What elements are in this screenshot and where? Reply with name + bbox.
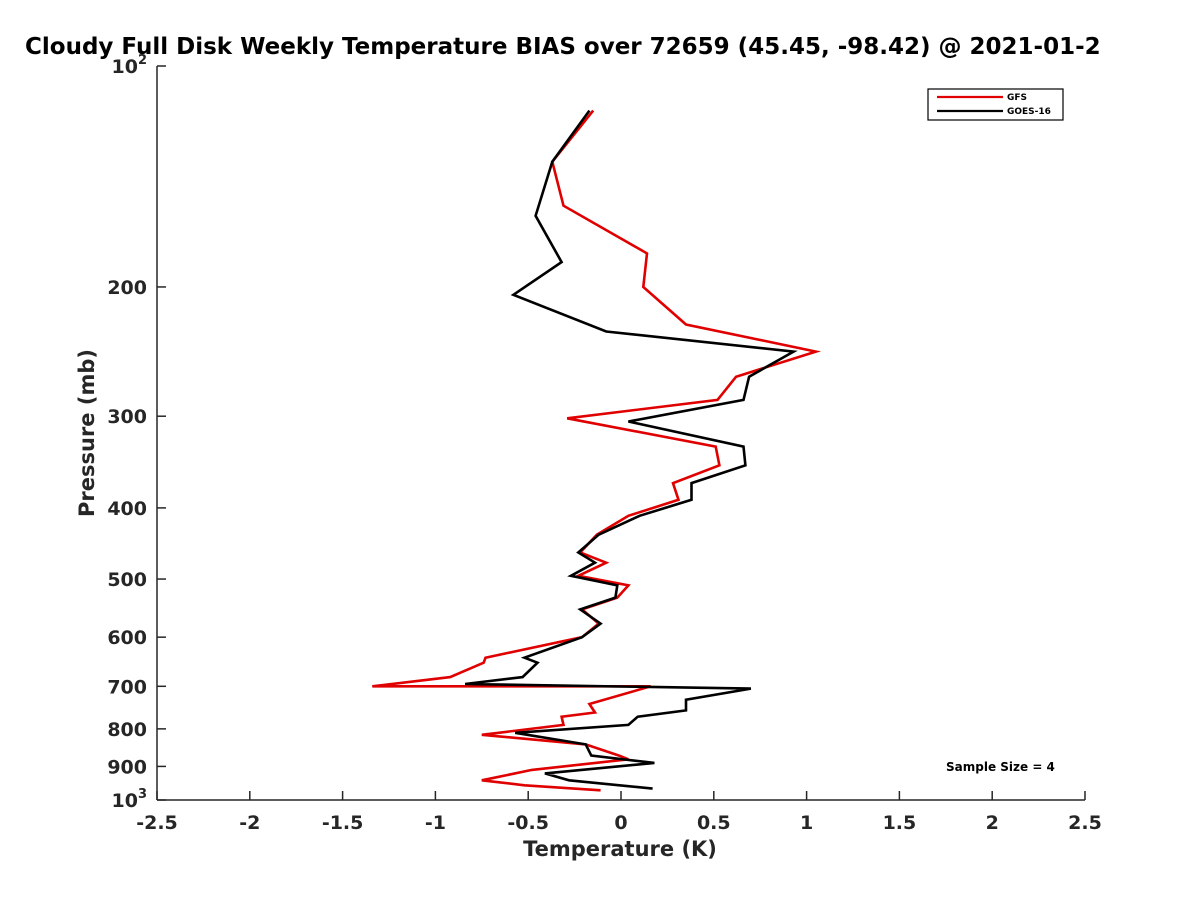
chart-title: Cloudy Full Disk Weekly Temperature BIAS… xyxy=(25,34,1101,60)
x-tick-label: 2 xyxy=(986,812,999,834)
y-axis-title: Pressure (mb) xyxy=(75,349,99,517)
y-tick-label: 800 xyxy=(107,719,147,741)
x-tick-label: -2 xyxy=(239,812,260,834)
legend: GFS GOES-16 xyxy=(927,88,1064,121)
legend-label-goes-16: GOES-16 xyxy=(1007,107,1051,117)
y-tick-label: 103 xyxy=(112,787,148,812)
x-tick-label: -0.5 xyxy=(507,812,549,834)
x-tick-label: 0.5 xyxy=(697,812,731,834)
series-line-goes-16 xyxy=(464,109,798,790)
y-tick-label: 900 xyxy=(107,756,147,778)
x-tick-label: 1.5 xyxy=(883,812,917,834)
x-tick-label: -1.5 xyxy=(322,812,364,834)
y-tick-label: 600 xyxy=(107,627,147,649)
x-tick-label: -1 xyxy=(425,812,446,834)
y-tick-label: 500 xyxy=(107,569,147,591)
legend-box xyxy=(927,88,1064,121)
y-axis-ticks: 102 200 300 400 500 600 700 800 900 103 xyxy=(107,53,166,812)
y-tick-label: 300 xyxy=(107,406,147,428)
sample-size-annotation: Sample Size = 4 xyxy=(946,760,1055,774)
y-tick-label: 102 xyxy=(112,53,148,78)
y-tick-label: 400 xyxy=(107,498,147,520)
x-tick-label: 2.5 xyxy=(1068,812,1102,834)
x-axis-title: Temperature (K) xyxy=(523,837,717,861)
legend-label-gfs: GFS xyxy=(1007,93,1027,103)
y-tick-label: 200 xyxy=(107,277,147,299)
x-tick-label: -2.5 xyxy=(136,812,178,834)
x-axis-ticks: -2.5 -2 -1.5 -1 -0.5 0 0.5 1 1.5 2 2.5 xyxy=(136,791,1102,834)
x-tick-label: 1 xyxy=(800,812,813,834)
x-tick-label: 0 xyxy=(614,812,627,834)
y-tick-label: 700 xyxy=(107,676,147,698)
series-layer xyxy=(372,109,822,792)
